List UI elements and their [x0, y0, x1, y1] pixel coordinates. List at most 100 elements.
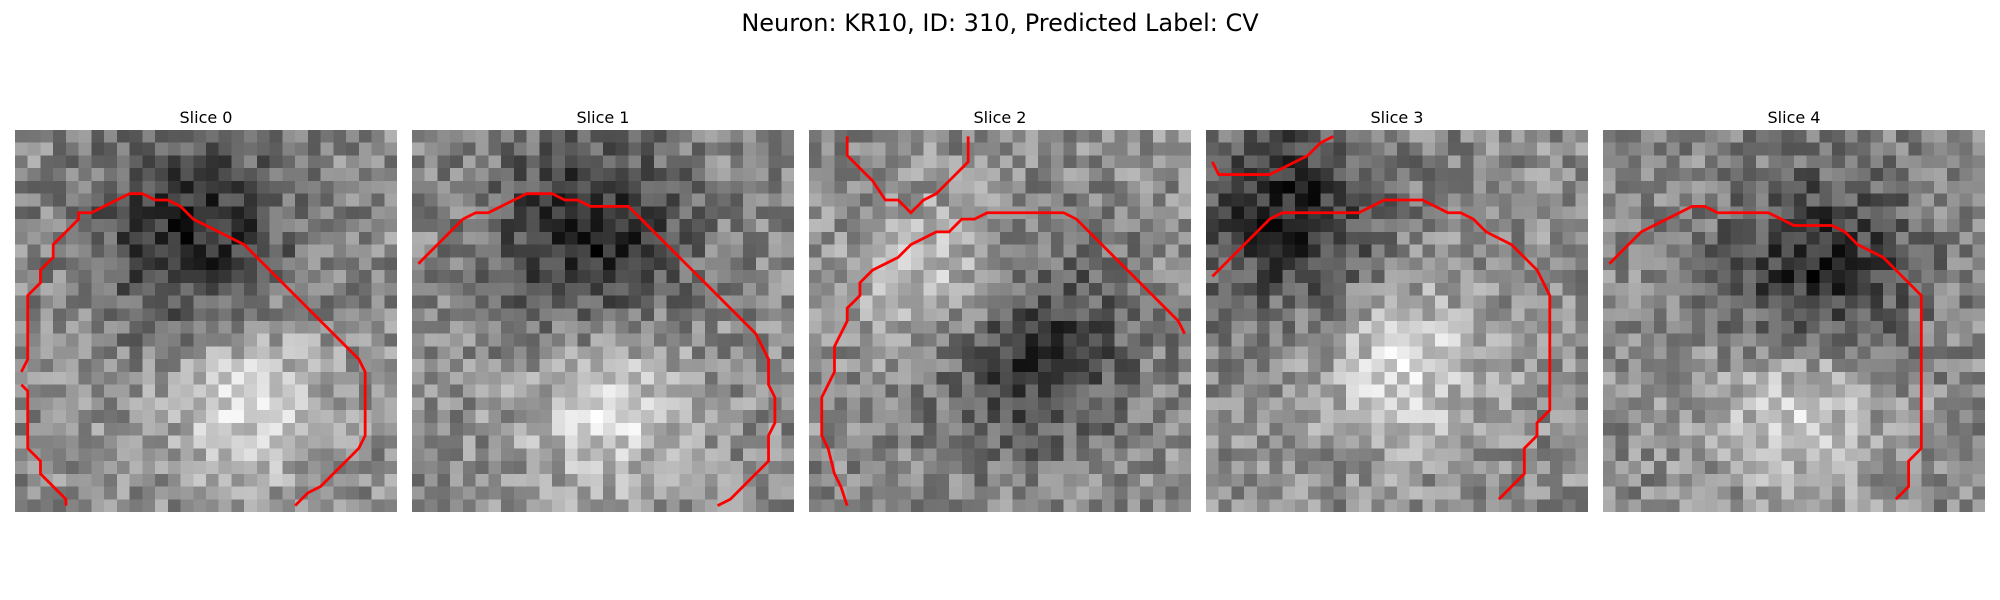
pixel [129, 231, 143, 245]
pixel [256, 346, 270, 360]
pixel [1679, 359, 1693, 373]
pixel [167, 435, 181, 449]
pixel [1755, 142, 1769, 156]
pixel [1615, 448, 1629, 462]
pixel [1768, 282, 1782, 296]
pixel [1206, 219, 1219, 233]
pixel [910, 371, 924, 385]
pixel [1025, 257, 1039, 271]
pixel [1409, 321, 1423, 334]
pixel [1486, 308, 1500, 322]
pixel [78, 295, 92, 309]
pixel [1000, 499, 1013, 512]
pixel [1908, 499, 1922, 512]
pixel [1730, 282, 1744, 296]
pixel [1422, 371, 1436, 385]
pixel [193, 359, 207, 373]
pixel [269, 155, 283, 169]
pixel [1730, 384, 1744, 398]
pixel [898, 473, 912, 487]
pixel [1435, 384, 1449, 398]
pixel [129, 486, 143, 500]
pixel [949, 359, 963, 373]
pixel [743, 244, 757, 258]
pixel [717, 270, 731, 284]
pixel [910, 410, 924, 424]
pixel [641, 257, 655, 271]
pixel [1178, 486, 1191, 500]
pixel [1832, 282, 1846, 296]
pixel [809, 282, 822, 296]
pixel [641, 295, 655, 309]
pixel [1704, 244, 1718, 258]
pixel [437, 308, 451, 322]
pixel [1524, 448, 1538, 462]
pixel [603, 231, 616, 245]
pixel [142, 206, 156, 220]
pixel [1165, 219, 1179, 233]
pixel [526, 193, 540, 207]
pixel [821, 397, 835, 411]
pixel [462, 295, 476, 309]
pixel [743, 168, 757, 182]
pixel [1921, 155, 1935, 169]
pixel [1908, 384, 1922, 398]
pixel [641, 282, 655, 296]
pixel [603, 397, 616, 411]
pixel [27, 473, 41, 487]
pixel [1832, 359, 1846, 373]
pixel [513, 486, 527, 500]
pixel [1615, 282, 1629, 296]
pixel [116, 333, 130, 347]
pixel [692, 231, 706, 245]
pixel [1755, 422, 1769, 436]
pixel [371, 410, 385, 424]
pixel [1641, 473, 1655, 487]
pixel [1628, 142, 1642, 156]
pixel [412, 282, 425, 296]
pixel [1460, 435, 1474, 449]
pixel [1114, 384, 1128, 398]
pixel [358, 155, 372, 169]
pixel [53, 473, 67, 487]
contour-line-b [1211, 198, 1552, 501]
pixel [206, 282, 219, 296]
pixel [40, 486, 54, 500]
pixel [27, 193, 41, 207]
pixel [1486, 257, 1500, 271]
pixel [847, 206, 861, 220]
pixel [768, 359, 782, 373]
pixel [27, 397, 41, 411]
pixel [526, 231, 540, 245]
pixel [1165, 410, 1179, 424]
pixel [1844, 333, 1858, 347]
pixel [53, 321, 67, 334]
pixel [1050, 257, 1064, 271]
pixel [885, 435, 899, 449]
pixel [1307, 231, 1321, 245]
pixel [781, 397, 794, 411]
pixel [307, 257, 321, 271]
pixel [1666, 346, 1680, 360]
pixel [1524, 244, 1538, 258]
pixel [307, 448, 321, 462]
pixel [384, 461, 397, 475]
pixel [1794, 193, 1807, 207]
pixel [1679, 180, 1693, 194]
pixel [269, 206, 283, 220]
pixel [1562, 155, 1576, 169]
pixel [1320, 346, 1334, 360]
pixel [358, 346, 372, 360]
pixel [513, 270, 527, 284]
pixel [1025, 244, 1039, 258]
pixel [1178, 308, 1191, 322]
pixel [40, 155, 54, 169]
pixel [577, 371, 591, 385]
pixel [821, 219, 835, 233]
pixel [1857, 371, 1871, 385]
pixel [91, 448, 105, 462]
pixel [1730, 130, 1744, 143]
pixel [898, 422, 912, 436]
pixel [256, 180, 270, 194]
pixel [180, 270, 194, 284]
